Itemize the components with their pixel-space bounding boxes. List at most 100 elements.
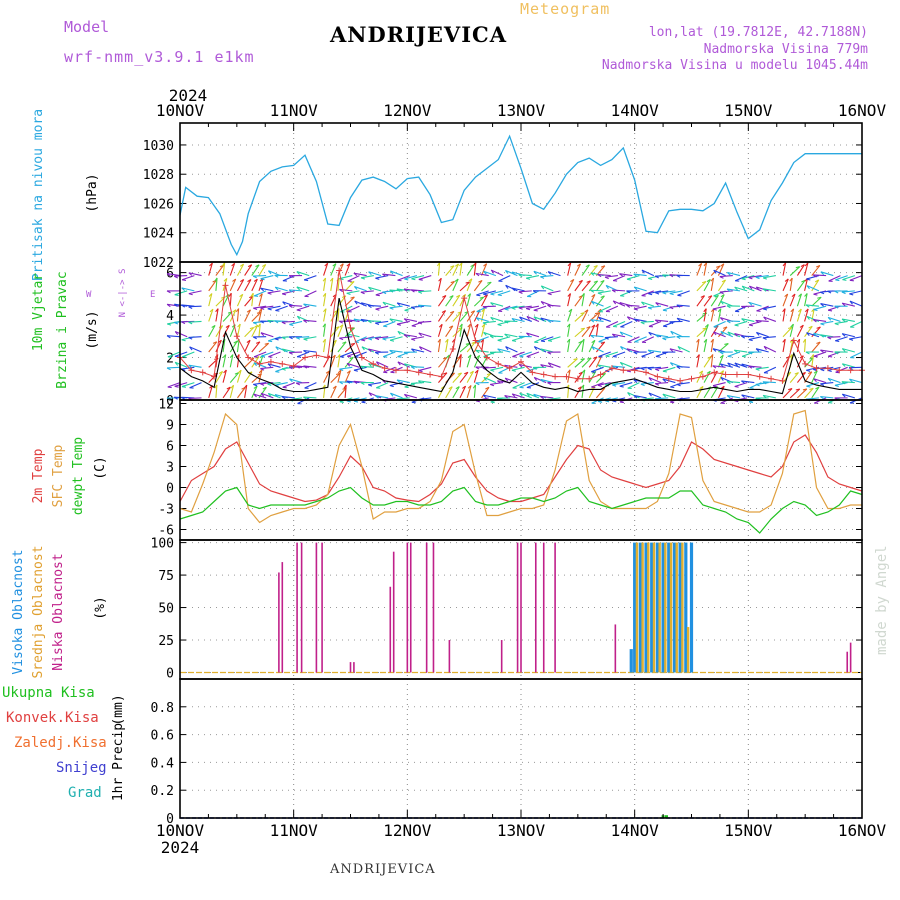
wind-arrow: [811, 370, 818, 383]
y-tick-label: 25: [158, 634, 174, 649]
wind-arrow-head: [827, 317, 832, 321]
wind-arrow: [574, 280, 583, 292]
wind-arrow-head: [218, 370, 223, 374]
temp-line-2m: [179, 434, 863, 503]
wind-arrow: [174, 290, 188, 296]
gust-marker: [847, 367, 854, 374]
wind-arrow-head: [726, 395, 731, 399]
wind-arrow: [712, 365, 726, 368]
wind-arrow: [720, 300, 733, 307]
wind-arrow-head: [581, 293, 585, 297]
mid-cloud-bar: [669, 542, 673, 673]
wind-arrow: [782, 262, 787, 276]
wind-arrow-head: [669, 348, 674, 352]
wind-arrow: [696, 354, 700, 368]
wind-arrow-head: [597, 308, 602, 313]
low-cloud-bar: [520, 542, 522, 673]
wind-arrow-head: [633, 273, 638, 277]
wind-arrow-head: [648, 392, 652, 397]
wind-arrow-head: [662, 337, 667, 341]
wind-arrow-head: [704, 324, 709, 328]
wind-arrow-head: [468, 278, 473, 282]
wind-arrow: [282, 382, 296, 388]
wind-arrow: [490, 335, 504, 338]
wind-arrow: [268, 351, 281, 358]
wind-arrow: [258, 369, 263, 383]
wind-arrow-head: [214, 277, 218, 282]
wind-arrow-head: [511, 318, 516, 322]
wind-arrow-head: [253, 393, 257, 398]
wind-arrow: [339, 366, 353, 370]
wind-arrow-head: [260, 383, 265, 386]
wind-arrow-head: [727, 331, 731, 336]
wind-arrow-head: [600, 295, 605, 299]
wind-arrow-head: [626, 316, 631, 321]
wind-arrow: [533, 305, 547, 311]
wind-arrow: [741, 351, 755, 357]
wind-arrow: [534, 376, 547, 384]
wind-arrow: [344, 370, 351, 383]
wind-arrow-head: [346, 362, 351, 367]
wind-arrow-head: [404, 363, 408, 367]
wind-arrow-head: [389, 384, 394, 388]
wind-arrow: [323, 323, 326, 337]
wind-arrow-head: [243, 384, 248, 389]
wind-arrow: [188, 290, 202, 295]
wind-arrow-head: [347, 355, 352, 358]
wind-arrow-head: [470, 264, 475, 268]
wind-arrow-head: [322, 277, 326, 282]
wind-arrow-head: [790, 323, 794, 328]
wind-arrow: [236, 323, 241, 337]
wind-arrow: [727, 271, 741, 277]
wind-arrow: [296, 271, 310, 277]
gust-marker: [495, 360, 502, 367]
wind-arrow: [411, 275, 425, 280]
wind-arrow-head: [626, 348, 631, 352]
wind-arrow: [648, 320, 662, 327]
wind-arrow-head: [526, 332, 530, 337]
wind-arrow-head: [547, 292, 552, 296]
wind-arrow-head: [374, 351, 380, 355]
wind-arrow-head: [403, 351, 408, 355]
wind-arrow-head: [591, 339, 596, 344]
wind-arrow-head: [809, 387, 814, 391]
x-tick-label-top: 16NOV: [838, 101, 887, 120]
wind-arrow-head: [633, 395, 638, 399]
wind-arrow-head: [584, 309, 589, 313]
wind-arrow: [804, 339, 807, 353]
y-tick-label: 4: [166, 309, 174, 324]
wind-arrow-head: [720, 377, 724, 381]
wind-arrow: [229, 372, 240, 383]
y-tick-label: 12: [158, 398, 174, 413]
gust-marker: [506, 365, 513, 372]
wind-arrow-head: [813, 309, 818, 312]
wind-arrow-head: [448, 386, 453, 390]
wind-arrow: [620, 345, 633, 353]
wind-arrow-head: [533, 376, 538, 381]
wind-arrow: [763, 345, 777, 353]
wind-arrow: [748, 275, 762, 278]
wind-arrow: [805, 397, 819, 400]
wind-arrow-head: [322, 323, 326, 328]
wind-arrow: [574, 263, 581, 276]
wind-arrow-head: [641, 301, 645, 306]
y-tick-label: 3: [166, 461, 174, 476]
wind-arrow: [497, 290, 511, 296]
wind-arrow-head: [815, 386, 820, 390]
wind-arrow: [717, 279, 727, 292]
wind-arrow-head: [677, 294, 682, 297]
temp-axis-title: 2m Temp: [31, 448, 46, 503]
wind-arrow: [595, 341, 606, 353]
wind-arrow-head: [587, 357, 592, 360]
mid-cloud-bar: [681, 542, 684, 673]
gust-marker: [336, 267, 343, 274]
lonlat-label: lon,lat (19.7812E, 42.7188N): [648, 25, 868, 40]
wind-arrow-head: [612, 384, 617, 387]
wind-arrow-head: [595, 323, 599, 328]
wind-arrow: [353, 366, 367, 371]
wind-arrow-head: [580, 327, 585, 330]
wind-arrow: [181, 382, 195, 388]
gust-marker: [574, 375, 581, 382]
precip-bar: [664, 815, 668, 818]
wind-arrow-head: [410, 306, 416, 310]
